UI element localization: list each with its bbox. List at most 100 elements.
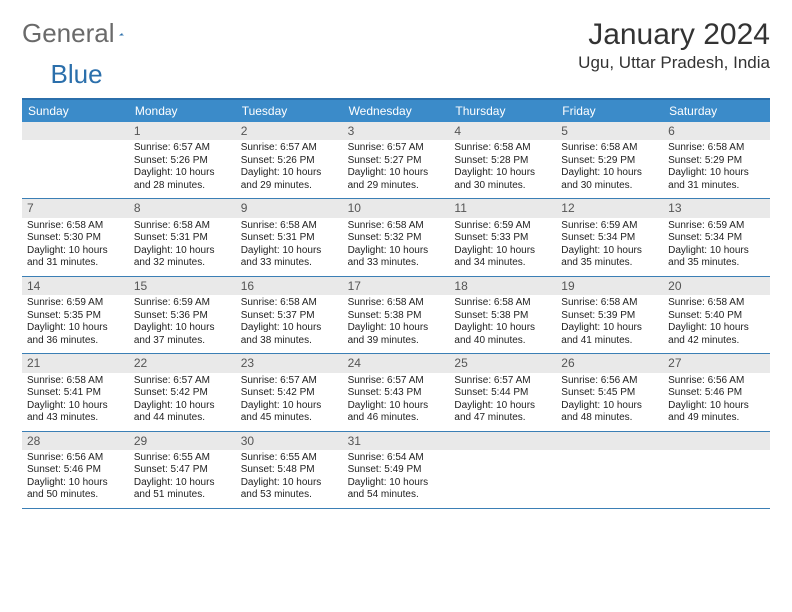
day-details: Sunrise: 6:56 AMSunset: 5:46 PMDaylight:… — [663, 373, 770, 431]
day-number: 21 — [22, 354, 129, 372]
week-row: 28Sunrise: 6:56 AMSunset: 5:46 PMDayligh… — [22, 432, 770, 509]
day-number: 10 — [343, 199, 450, 217]
weekday-header: Saturday — [663, 100, 770, 122]
day-number: 15 — [129, 277, 236, 295]
day-details: Sunrise: 6:57 AMSunset: 5:27 PMDaylight:… — [343, 140, 450, 198]
day-cell: 29Sunrise: 6:55 AMSunset: 5:47 PMDayligh… — [129, 432, 236, 508]
title-block: January 2024 Ugu, Uttar Pradesh, India — [578, 18, 770, 73]
day-cell: 20Sunrise: 6:58 AMSunset: 5:40 PMDayligh… — [663, 277, 770, 353]
empty-cell — [663, 432, 770, 508]
calendar-grid: SundayMondayTuesdayWednesdayThursdayFrid… — [22, 98, 770, 509]
day-details: Sunrise: 6:58 AMSunset: 5:32 PMDaylight:… — [343, 218, 450, 276]
day-number: 11 — [449, 199, 556, 217]
day-cell: 11Sunrise: 6:59 AMSunset: 5:33 PMDayligh… — [449, 199, 556, 275]
day-number: 25 — [449, 354, 556, 372]
day-cell: 21Sunrise: 6:58 AMSunset: 5:41 PMDayligh… — [22, 354, 129, 430]
day-number: 16 — [236, 277, 343, 295]
day-number: 24 — [343, 354, 450, 372]
day-number — [663, 432, 770, 450]
day-details: Sunrise: 6:59 AMSunset: 5:33 PMDaylight:… — [449, 218, 556, 276]
day-number: 12 — [556, 199, 663, 217]
day-number: 19 — [556, 277, 663, 295]
day-cell: 31Sunrise: 6:54 AMSunset: 5:49 PMDayligh… — [343, 432, 450, 508]
brand-logo: General — [22, 18, 149, 49]
day-cell: 25Sunrise: 6:57 AMSunset: 5:44 PMDayligh… — [449, 354, 556, 430]
day-cell: 6Sunrise: 6:58 AMSunset: 5:29 PMDaylight… — [663, 122, 770, 198]
day-number: 20 — [663, 277, 770, 295]
day-cell: 18Sunrise: 6:58 AMSunset: 5:38 PMDayligh… — [449, 277, 556, 353]
day-details — [556, 450, 663, 508]
empty-cell — [449, 432, 556, 508]
week-row: 1Sunrise: 6:57 AMSunset: 5:26 PMDaylight… — [22, 122, 770, 199]
day-details: Sunrise: 6:57 AMSunset: 5:43 PMDaylight:… — [343, 373, 450, 431]
empty-cell — [22, 122, 129, 198]
day-number: 1 — [129, 122, 236, 140]
day-number: 2 — [236, 122, 343, 140]
day-details: Sunrise: 6:58 AMSunset: 5:29 PMDaylight:… — [556, 140, 663, 198]
day-details: Sunrise: 6:58 AMSunset: 5:31 PMDaylight:… — [129, 218, 236, 276]
day-cell: 14Sunrise: 6:59 AMSunset: 5:35 PMDayligh… — [22, 277, 129, 353]
day-details: Sunrise: 6:58 AMSunset: 5:40 PMDaylight:… — [663, 295, 770, 353]
day-number: 26 — [556, 354, 663, 372]
day-details: Sunrise: 6:57 AMSunset: 5:42 PMDaylight:… — [236, 373, 343, 431]
brand-name-1: General — [22, 18, 115, 49]
brand-name-2: Blue — [51, 59, 103, 90]
day-cell: 15Sunrise: 6:59 AMSunset: 5:36 PMDayligh… — [129, 277, 236, 353]
day-details: Sunrise: 6:58 AMSunset: 5:38 PMDaylight:… — [343, 295, 450, 353]
day-details: Sunrise: 6:56 AMSunset: 5:46 PMDaylight:… — [22, 450, 129, 508]
day-cell: 27Sunrise: 6:56 AMSunset: 5:46 PMDayligh… — [663, 354, 770, 430]
day-details — [22, 140, 129, 198]
day-cell: 5Sunrise: 6:58 AMSunset: 5:29 PMDaylight… — [556, 122, 663, 198]
day-details — [663, 450, 770, 508]
day-details: Sunrise: 6:58 AMSunset: 5:30 PMDaylight:… — [22, 218, 129, 276]
day-cell: 24Sunrise: 6:57 AMSunset: 5:43 PMDayligh… — [343, 354, 450, 430]
day-number: 27 — [663, 354, 770, 372]
day-number: 14 — [22, 277, 129, 295]
empty-cell — [556, 432, 663, 508]
weekday-header: Sunday — [22, 100, 129, 122]
day-cell: 10Sunrise: 6:58 AMSunset: 5:32 PMDayligh… — [343, 199, 450, 275]
day-number: 8 — [129, 199, 236, 217]
day-cell: 17Sunrise: 6:58 AMSunset: 5:38 PMDayligh… — [343, 277, 450, 353]
day-cell: 9Sunrise: 6:58 AMSunset: 5:31 PMDaylight… — [236, 199, 343, 275]
day-cell: 19Sunrise: 6:58 AMSunset: 5:39 PMDayligh… — [556, 277, 663, 353]
day-details: Sunrise: 6:58 AMSunset: 5:31 PMDaylight:… — [236, 218, 343, 276]
day-number: 6 — [663, 122, 770, 140]
day-cell: 12Sunrise: 6:59 AMSunset: 5:34 PMDayligh… — [556, 199, 663, 275]
day-number: 30 — [236, 432, 343, 450]
day-number: 7 — [22, 199, 129, 217]
day-details: Sunrise: 6:56 AMSunset: 5:45 PMDaylight:… — [556, 373, 663, 431]
day-details: Sunrise: 6:55 AMSunset: 5:47 PMDaylight:… — [129, 450, 236, 508]
day-cell: 7Sunrise: 6:58 AMSunset: 5:30 PMDaylight… — [22, 199, 129, 275]
day-details: Sunrise: 6:58 AMSunset: 5:29 PMDaylight:… — [663, 140, 770, 198]
day-details: Sunrise: 6:57 AMSunset: 5:42 PMDaylight:… — [129, 373, 236, 431]
day-cell: 22Sunrise: 6:57 AMSunset: 5:42 PMDayligh… — [129, 354, 236, 430]
day-number: 5 — [556, 122, 663, 140]
week-row: 14Sunrise: 6:59 AMSunset: 5:35 PMDayligh… — [22, 277, 770, 354]
day-cell: 8Sunrise: 6:58 AMSunset: 5:31 PMDaylight… — [129, 199, 236, 275]
day-number: 31 — [343, 432, 450, 450]
day-details: Sunrise: 6:58 AMSunset: 5:38 PMDaylight:… — [449, 295, 556, 353]
day-number — [22, 122, 129, 140]
day-cell: 16Sunrise: 6:58 AMSunset: 5:37 PMDayligh… — [236, 277, 343, 353]
weekday-header-row: SundayMondayTuesdayWednesdayThursdayFrid… — [22, 100, 770, 122]
day-details: Sunrise: 6:58 AMSunset: 5:28 PMDaylight:… — [449, 140, 556, 198]
day-cell: 26Sunrise: 6:56 AMSunset: 5:45 PMDayligh… — [556, 354, 663, 430]
day-details: Sunrise: 6:59 AMSunset: 5:34 PMDaylight:… — [556, 218, 663, 276]
weekday-header: Monday — [129, 100, 236, 122]
location-text: Ugu, Uttar Pradesh, India — [578, 53, 770, 73]
month-title: January 2024 — [578, 18, 770, 51]
day-cell: 13Sunrise: 6:59 AMSunset: 5:34 PMDayligh… — [663, 199, 770, 275]
day-cell: 1Sunrise: 6:57 AMSunset: 5:26 PMDaylight… — [129, 122, 236, 198]
day-number: 3 — [343, 122, 450, 140]
day-details: Sunrise: 6:55 AMSunset: 5:48 PMDaylight:… — [236, 450, 343, 508]
day-number: 17 — [343, 277, 450, 295]
weekday-header: Thursday — [449, 100, 556, 122]
day-number: 29 — [129, 432, 236, 450]
day-number: 13 — [663, 199, 770, 217]
day-details: Sunrise: 6:59 AMSunset: 5:35 PMDaylight:… — [22, 295, 129, 353]
day-details: Sunrise: 6:58 AMSunset: 5:41 PMDaylight:… — [22, 373, 129, 431]
day-number: 18 — [449, 277, 556, 295]
day-details: Sunrise: 6:57 AMSunset: 5:26 PMDaylight:… — [129, 140, 236, 198]
day-details: Sunrise: 6:58 AMSunset: 5:39 PMDaylight:… — [556, 295, 663, 353]
